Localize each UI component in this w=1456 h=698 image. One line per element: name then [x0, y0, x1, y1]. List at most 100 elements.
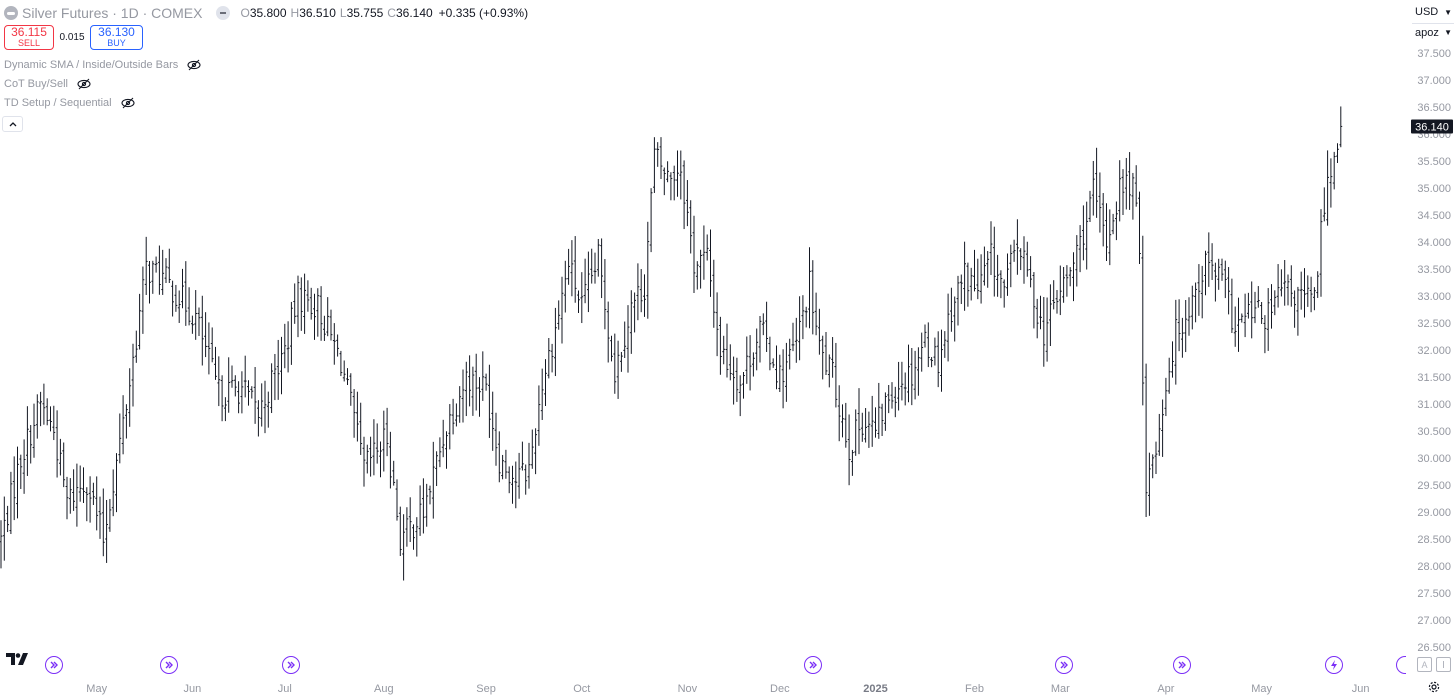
price-tick-label: 28.000: [1417, 561, 1451, 573]
ohlc-bar: [1190, 285, 1194, 330]
ohlc-bar: [811, 260, 815, 335]
indicator-dynamic-sma[interactable]: Dynamic SMA / Inside/Outside Bars: [4, 57, 202, 73]
ohlc-bar: [118, 413, 122, 464]
ohlc-bar: [1243, 293, 1247, 338]
ohlc-bar: [273, 353, 277, 401]
tradingview-logo-icon[interactable]: [6, 652, 32, 666]
ohlc-bar: [428, 485, 432, 505]
ohlc-bar: [484, 373, 488, 391]
auto-scale-icon[interactable]: A: [1417, 657, 1432, 672]
ohlc-bar: [623, 321, 627, 359]
unit-selector[interactable]: apoz ▼: [1412, 23, 1454, 41]
ohlc-bar: [1289, 265, 1293, 307]
chevron-down-icon: ▼: [1444, 7, 1452, 17]
ohlc-bar: [1230, 278, 1234, 333]
ohlc-bar: [230, 365, 234, 388]
price-tick-label: 33.000: [1417, 291, 1451, 303]
ohlc-bar: [874, 407, 877, 438]
ohlc-bar: [603, 259, 607, 330]
ohlc-bar: [534, 428, 537, 475]
ohlc-bar: [626, 305, 630, 373]
ohlc-bar: [629, 290, 633, 354]
time-axis[interactable]: May Jun Jul Aug Sep Oct Nov Dec 2025 Feb Mar Apr May…: [86, 683, 1369, 695]
ohlc-bar: [851, 449, 854, 476]
ohlc-bar: [362, 436, 366, 487]
gear-icon[interactable]: [1427, 680, 1441, 694]
indicator-name: TD Setup / Sequential: [4, 97, 112, 109]
dividend-icon[interactable]: [1396, 656, 1406, 674]
ohlc-bar: [323, 315, 326, 341]
ohlc-bar: [890, 382, 894, 409]
ohlc-bar: [728, 344, 732, 381]
dividend-icon[interactable]: [1173, 656, 1192, 674]
eye-crossed-icon[interactable]: [120, 95, 136, 111]
ohlc-bar: [62, 442, 66, 488]
ohlc-bar: [1085, 201, 1089, 270]
ohlc-bar: [1029, 256, 1032, 288]
eye-crossed-icon[interactable]: [186, 57, 202, 73]
dividend-icon[interactable]: [1054, 656, 1073, 674]
ohlc-bar: [385, 407, 389, 457]
split-icon[interactable]: [1325, 656, 1344, 674]
symbol-title[interactable]: Silver Futures · 1D · COMEX: [22, 5, 203, 21]
ohlc-bar: [9, 471, 13, 535]
sell-button[interactable]: 36.115 SELL: [4, 25, 54, 50]
ohlc-bar: [920, 332, 924, 372]
ohlc-bar: [633, 292, 636, 333]
ohlc-bar: [732, 356, 735, 405]
ohlc-bar: [695, 261, 699, 290]
buy-button[interactable]: 36.130 BUY: [90, 25, 143, 50]
ohlc-bar: [313, 293, 316, 340]
indicator-cot[interactable]: CoT Buy/Sell: [4, 76, 92, 92]
ohlc-bar: [917, 347, 920, 396]
last-price-label: 36.140: [1411, 119, 1453, 134]
ohlc-bar: [666, 161, 669, 183]
log-scale-icon[interactable]: [1436, 657, 1451, 672]
ohlc-bar: [1184, 299, 1188, 353]
ohlc-bar: [141, 266, 145, 334]
ohlc-bar: [369, 436, 372, 477]
ohlc-bar: [359, 402, 363, 455]
price-axis[interactable]: 26.500 27.000 27.500 28.000 28.500 29.000 29.5…: [1417, 48, 1451, 654]
ohlc-bar: [425, 483, 429, 527]
ohlc-bar: [521, 441, 524, 471]
ohlc-bar: [108, 498, 112, 532]
ohlc-bar: [722, 335, 726, 365]
ohlc-bar: [1025, 241, 1029, 277]
trade-panel: 36.115 SELL 0.015 36.130 BUY: [4, 25, 143, 50]
ohlc-bar: [646, 221, 650, 319]
indicator-td-setup[interactable]: TD Setup / Sequential: [4, 95, 136, 111]
ohlc-bar: [1035, 298, 1039, 339]
ohlc-bar: [240, 371, 244, 414]
dividend-icon[interactable]: [803, 656, 822, 674]
eye-crossed-icon[interactable]: [76, 76, 92, 92]
close-label: C: [387, 6, 396, 20]
currency-selector[interactable]: USD ▼: [1412, 3, 1454, 21]
ohlc-bar: [563, 260, 567, 313]
ohlc-bar: [1299, 271, 1303, 310]
ohlc-bar: [1118, 160, 1122, 222]
ohlc-bar: [1332, 151, 1336, 190]
dividend-icon[interactable]: [282, 656, 301, 674]
ohlc-bar: [1214, 262, 1217, 302]
ohlc-bar: [897, 361, 900, 411]
ohlc-bar: [841, 404, 844, 438]
ohlc-bar: [788, 338, 792, 370]
dividend-icon[interactable]: [44, 656, 63, 674]
ohlc-bar: [1223, 260, 1227, 299]
collapse-legend-icon[interactable]: [216, 6, 231, 20]
ohlc-bar: [1101, 193, 1105, 247]
dividend-icon[interactable]: [160, 656, 179, 674]
ohlc-bar: [1322, 187, 1326, 222]
ohlc-bar: [768, 336, 772, 371]
ohlc-bar: [1260, 301, 1263, 324]
ohlc-bar: [804, 306, 808, 328]
ohlc-bar: [1283, 260, 1287, 306]
open-value: 35.800: [249, 6, 287, 20]
legend-toggle-button[interactable]: [2, 116, 23, 132]
ohlc-bar: [877, 382, 881, 439]
ohlc-bar: [583, 258, 587, 304]
ohlc-bar: [748, 335, 752, 391]
ohlc-bar: [276, 339, 280, 400]
